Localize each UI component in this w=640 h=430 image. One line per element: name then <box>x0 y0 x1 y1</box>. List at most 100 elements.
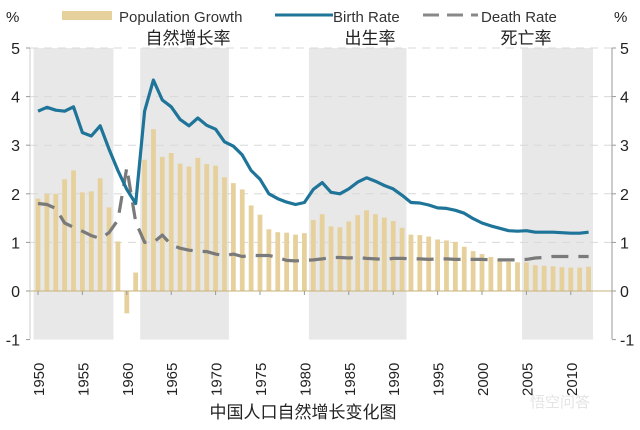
population-growth-bar <box>497 259 503 291</box>
x-tick-label: 1950 <box>31 363 48 396</box>
population-growth-bar <box>302 233 307 291</box>
x-tick-label: 1985 <box>342 363 359 396</box>
legend-label-population-growth: Population Growth <box>119 9 242 26</box>
x-tick-label: 2005 <box>519 363 536 396</box>
population-growth-bar <box>142 159 147 291</box>
y-tick-label-left: 0 <box>11 284 20 301</box>
population-growth-bar <box>266 229 272 291</box>
population-growth-bar <box>444 240 449 291</box>
population-growth-bar <box>461 246 467 291</box>
population-growth-bar <box>88 191 94 291</box>
watermark: 悟空问答 <box>530 393 590 411</box>
y-tick-label-left: 1 <box>11 235 20 252</box>
population-growth-bar <box>186 166 192 291</box>
legend-swatch-population-growth <box>62 11 112 20</box>
legend: Population Growth 自然增长率 Birth Rate 出生率 D… <box>62 9 557 49</box>
population-growth-bar <box>248 205 254 291</box>
legend-label-cn-death-rate: 死亡率 <box>501 29 552 49</box>
population-growth-bar <box>35 198 41 291</box>
population-growth-bar <box>44 193 50 291</box>
population-growth-bar <box>524 262 529 291</box>
population-growth-bar <box>213 165 218 291</box>
population-growth-bar <box>319 214 325 291</box>
legend-label-cn-birth-rate: 出生率 <box>345 29 396 49</box>
population-growth-bar <box>568 267 574 291</box>
population-growth-bar <box>577 267 583 291</box>
population-growth-bar <box>515 262 520 291</box>
death-rate-line <box>37 166 589 263</box>
population-growth-bar <box>541 265 547 291</box>
legend-label-cn-population-growth: 自然增长率 <box>146 29 231 49</box>
population-growth-bar <box>417 235 423 291</box>
population-growth-bar <box>506 261 512 291</box>
x-tick-label: 1980 <box>297 363 314 396</box>
population-growth-bar <box>151 129 156 291</box>
x-tick-label: 1955 <box>75 363 92 396</box>
population-growth-bar <box>159 156 165 291</box>
y-tick-label-right: 5 <box>620 41 629 58</box>
population-growth-bar <box>488 256 494 291</box>
x-tick-label: 1990 <box>386 363 403 396</box>
y-tick-label-right: 3 <box>620 138 629 155</box>
y-tick-label-left: 4 <box>11 90 20 107</box>
population-growth-bar <box>310 220 316 291</box>
population-growth-bar <box>133 272 139 291</box>
right-unit-label: % <box>614 9 627 26</box>
population-growth-bar <box>355 215 361 291</box>
population-growth-bar <box>222 177 227 291</box>
y-tick-label-left: 2 <box>11 187 20 204</box>
x-tick-label: 2000 <box>475 363 492 396</box>
legend-label-death-rate: Death Rate <box>481 9 557 26</box>
y-tick-label-right: 1 <box>620 235 629 252</box>
population-growth-bar <box>195 157 201 291</box>
population-growth-bar <box>559 267 565 291</box>
population-growth-bar <box>373 214 378 291</box>
population-growth-bar <box>328 226 334 291</box>
population-growth-bar <box>53 193 59 291</box>
population-growth-bar <box>408 234 414 291</box>
x-tick-label: 1970 <box>209 363 226 396</box>
population-growth-bar <box>381 217 387 291</box>
population-growth-bar <box>293 234 298 291</box>
y-tick-labels: -1 -1 0 0 1 1 2 2 3 3 4 4 5 5 <box>6 41 635 350</box>
y-tick-label-left: -1 <box>6 333 20 350</box>
population-growth-bar <box>230 183 236 291</box>
population-growth-bar <box>275 232 281 291</box>
y-tick-label-right: -1 <box>620 333 634 350</box>
population-growth-bar <box>390 221 396 291</box>
y-tick-label-left: 3 <box>11 138 20 155</box>
population-growth-bar <box>124 291 130 314</box>
population-growth-bar <box>337 227 343 291</box>
population-growth-bar <box>204 164 210 291</box>
x-tick-label: 1960 <box>120 363 137 396</box>
population-growth-bar <box>470 251 476 291</box>
population-growth-bar <box>435 239 440 291</box>
birth-rate-line <box>37 78 589 235</box>
population-growth-bar <box>479 254 485 291</box>
population-growth-bar <box>346 221 352 291</box>
y-tick-label-left: 5 <box>11 41 20 58</box>
population-growth-bar <box>168 152 174 291</box>
population-growth-bar <box>177 163 183 291</box>
population-growth-bar <box>71 170 76 291</box>
population-growth-bar <box>106 207 112 291</box>
population-growth-bar <box>62 179 68 291</box>
population-growth-bar <box>239 189 245 291</box>
population-growth-bar <box>115 241 121 291</box>
population-growth-bar <box>426 236 432 291</box>
population-growth-bar <box>97 178 103 291</box>
x-tick-labels: 1950 1955 1960 1965 1970 1975 1980 1985 1990 1995… <box>31 291 581 396</box>
y-tick-label-right: 0 <box>620 284 629 301</box>
x-tick-label: 1975 <box>253 363 270 396</box>
x-tick-label: 1965 <box>164 363 181 396</box>
y-tick-label-right: 4 <box>620 90 629 107</box>
rate-lines <box>37 78 589 263</box>
population-growth-bar <box>80 192 85 291</box>
chart-caption: 中国人口自然增长变化图 <box>210 403 397 423</box>
population-growth-bar <box>452 241 458 291</box>
population-growth-bars <box>35 129 591 314</box>
x-tick-label: 1995 <box>431 363 448 396</box>
population-growth-bar <box>257 214 263 291</box>
x-tick-label: 2010 <box>564 363 581 396</box>
